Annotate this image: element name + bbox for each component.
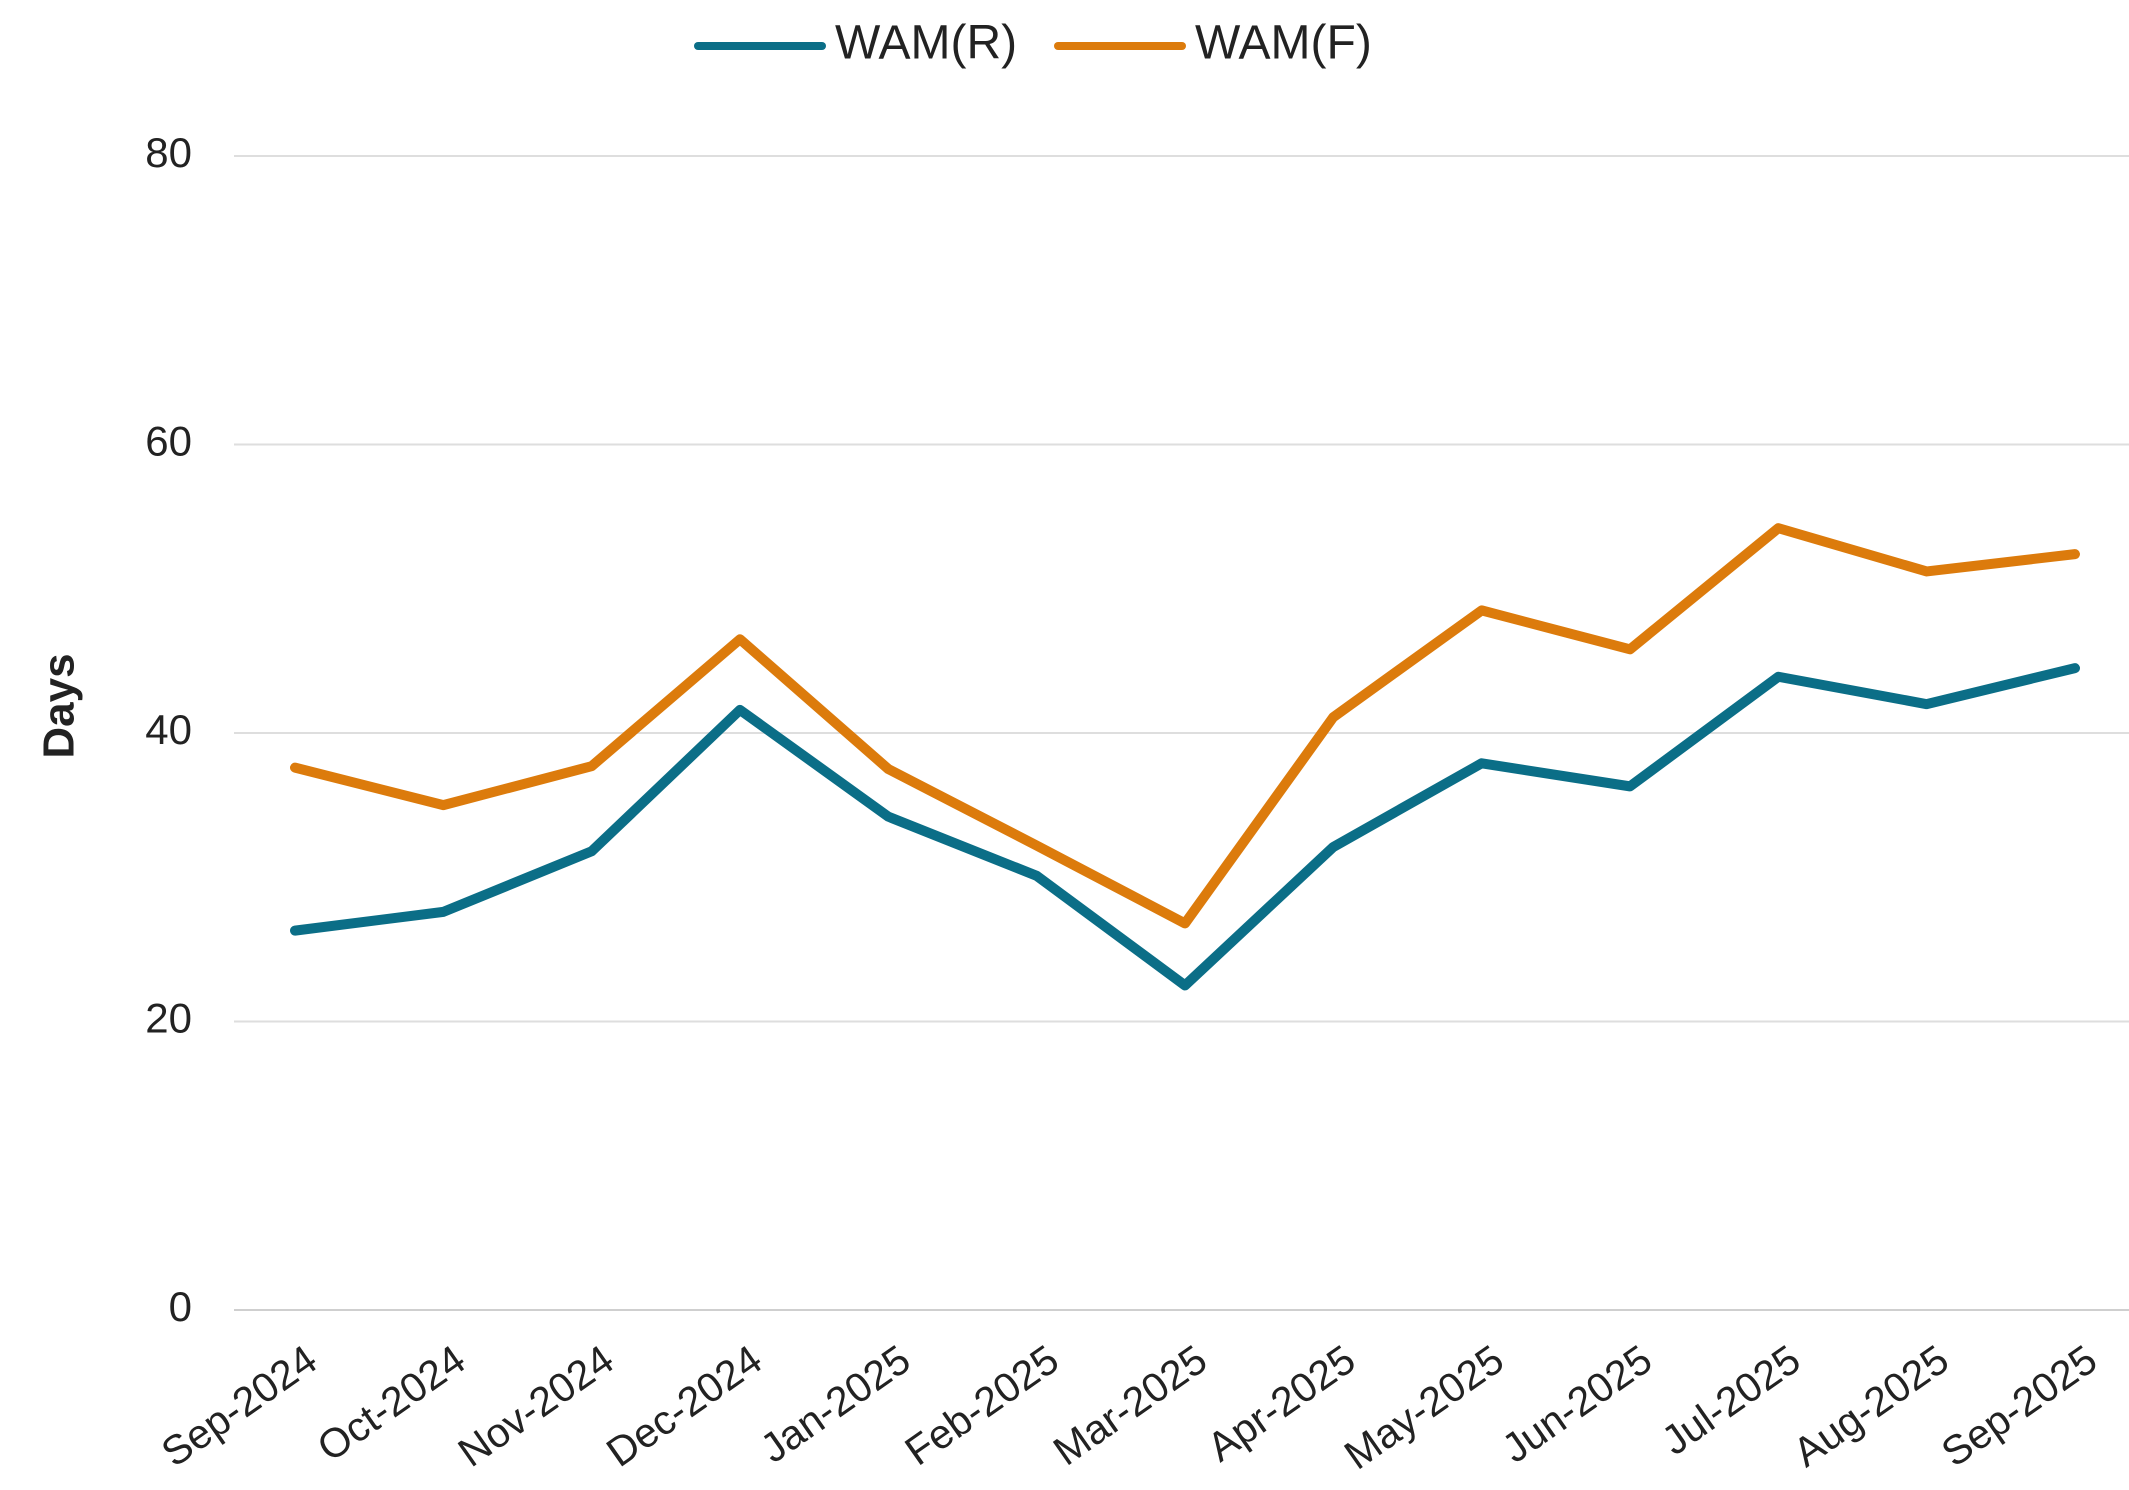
legend-label: WAM(R) — [835, 17, 1017, 70]
legend-label: WAM(F) — [1195, 17, 1372, 70]
line-series — [290, 663, 2080, 991]
x-tick-label: Feb-2025 — [897, 1336, 1067, 1474]
y-tick-label: 40 — [145, 706, 192, 753]
y-tick-label: 0 — [169, 1283, 192, 1330]
x-tick-label: May-2025 — [1336, 1336, 1512, 1478]
y-tick-label: 80 — [145, 129, 192, 176]
y-tick-label: 60 — [145, 418, 192, 465]
line-series — [290, 523, 2080, 929]
x-tick-label: Jan-2025 — [752, 1336, 918, 1472]
x-tick-label: Nov-2024 — [450, 1336, 622, 1476]
x-tick-label: Apr-2025 — [1199, 1336, 1364, 1470]
y-axis-label: Days — [35, 653, 84, 758]
x-tick-label: Jun-2025 — [1494, 1336, 1660, 1472]
x-tick-label: Sep-2025 — [1933, 1336, 2105, 1476]
x-tick-label: Mar-2025 — [1045, 1336, 1215, 1474]
x-tick-label: Oct-2024 — [309, 1336, 474, 1470]
x-tick-label: Sep-2024 — [153, 1336, 325, 1476]
x-tick-label: Jul-2025 — [1653, 1336, 1808, 1464]
x-tick-label: Dec-2024 — [598, 1336, 770, 1476]
x-tick-label: Aug-2025 — [1785, 1336, 1957, 1476]
y-tick-label: 20 — [145, 995, 192, 1042]
